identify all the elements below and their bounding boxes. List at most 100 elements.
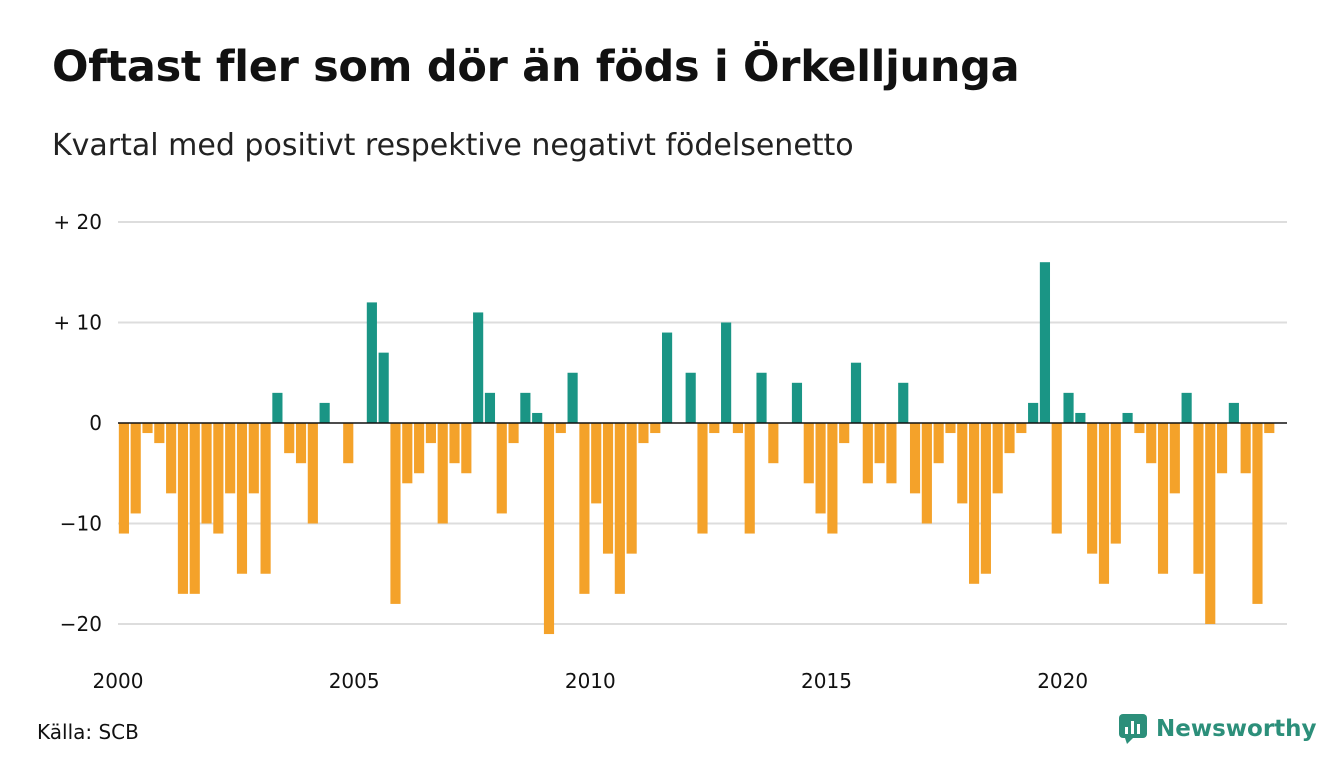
bar [201, 423, 212, 524]
y-axis-labels: + 20 + 10 0 −10 −20 [53, 210, 102, 636]
x-tick-label: 2005 [329, 669, 380, 693]
bar [850, 362, 862, 423]
bar [130, 423, 141, 514]
bar [827, 423, 838, 534]
bar [839, 423, 850, 444]
bar [1146, 423, 1157, 464]
bar [508, 423, 519, 444]
bar [650, 423, 661, 434]
bar [980, 423, 991, 574]
y-tick-label: + 10 [53, 311, 102, 335]
bar [154, 423, 165, 444]
bar [1051, 423, 1062, 534]
y-tick-label: + 20 [53, 210, 102, 234]
bar [1087, 423, 1098, 554]
brand-name: Newsworthy [1156, 716, 1317, 742]
bar [118, 423, 129, 534]
bar [1039, 262, 1051, 423]
bar [886, 423, 897, 484]
bar [378, 352, 389, 423]
bar [1016, 423, 1027, 434]
bar [567, 372, 578, 423]
bar [532, 412, 543, 423]
bar [721, 322, 732, 423]
newsworthy-logo-icon [1119, 714, 1147, 744]
bars [118, 262, 1275, 635]
bar [366, 302, 377, 423]
bar [284, 423, 295, 454]
bar [697, 423, 708, 534]
brand-logo: Newsworthy [1118, 713, 1317, 745]
bar [709, 423, 720, 434]
bar [1063, 392, 1074, 423]
chart-title: Oftast fler som dör än föds i Örkelljung… [52, 42, 1020, 92]
bar [1075, 412, 1086, 423]
bar [520, 392, 531, 423]
bar [862, 423, 873, 484]
bar [768, 423, 779, 464]
bar [142, 423, 153, 434]
bar [555, 423, 566, 434]
bar [756, 372, 767, 423]
bar [945, 423, 956, 434]
bar [1193, 423, 1204, 574]
y-tick-label: 0 [89, 411, 102, 435]
bar [236, 423, 248, 574]
bar [1028, 402, 1039, 423]
bar [791, 382, 803, 423]
y-tick-label: −20 [60, 612, 102, 636]
bar [1205, 423, 1216, 624]
source-note: Källa: SCB [37, 720, 139, 744]
bar [874, 423, 885, 464]
x-axis-labels: 2000 2005 2010 2015 2020 [93, 669, 1089, 693]
bar [1157, 423, 1169, 574]
bar [638, 423, 649, 444]
bar [1098, 423, 1110, 584]
bar [1122, 412, 1133, 423]
bar [732, 423, 743, 434]
bar [1264, 423, 1275, 434]
bar [626, 423, 637, 554]
x-tick-label: 2015 [801, 669, 852, 693]
bar [1240, 423, 1251, 474]
bar [461, 423, 472, 474]
bar [437, 423, 448, 524]
bar [933, 423, 944, 464]
bar [272, 392, 283, 423]
bar [248, 423, 259, 494]
bar [602, 423, 614, 554]
chart-subtitle: Kvartal med positivt respektive negativt… [52, 128, 854, 163]
bar [1181, 392, 1192, 423]
bar [343, 423, 354, 464]
bar [744, 423, 755, 534]
bar [213, 423, 224, 534]
bar [803, 423, 814, 484]
bar-chart: + 20 + 10 0 −10 −20 2000 2005 2010 2015 2020 [53, 210, 1287, 693]
bar [260, 423, 271, 574]
x-tick-label: 2020 [1037, 669, 1088, 693]
bar [614, 423, 625, 594]
bar [957, 423, 968, 504]
bar [1216, 423, 1228, 474]
bar [992, 423, 1003, 494]
bar [815, 423, 826, 514]
bar [449, 423, 460, 464]
bar [1004, 423, 1015, 454]
bar [484, 392, 496, 423]
bar [166, 423, 177, 494]
bar [319, 402, 330, 423]
bar [909, 423, 921, 494]
bar [1134, 423, 1145, 434]
bar [307, 423, 318, 524]
bar [543, 423, 555, 635]
bar [189, 423, 200, 594]
bar [685, 372, 696, 423]
bar [1110, 423, 1121, 544]
bar [591, 423, 602, 504]
bar [579, 423, 590, 594]
bar [662, 332, 673, 423]
bar [295, 423, 307, 464]
bar [390, 423, 401, 604]
bar [898, 382, 909, 423]
bar [1169, 423, 1180, 494]
